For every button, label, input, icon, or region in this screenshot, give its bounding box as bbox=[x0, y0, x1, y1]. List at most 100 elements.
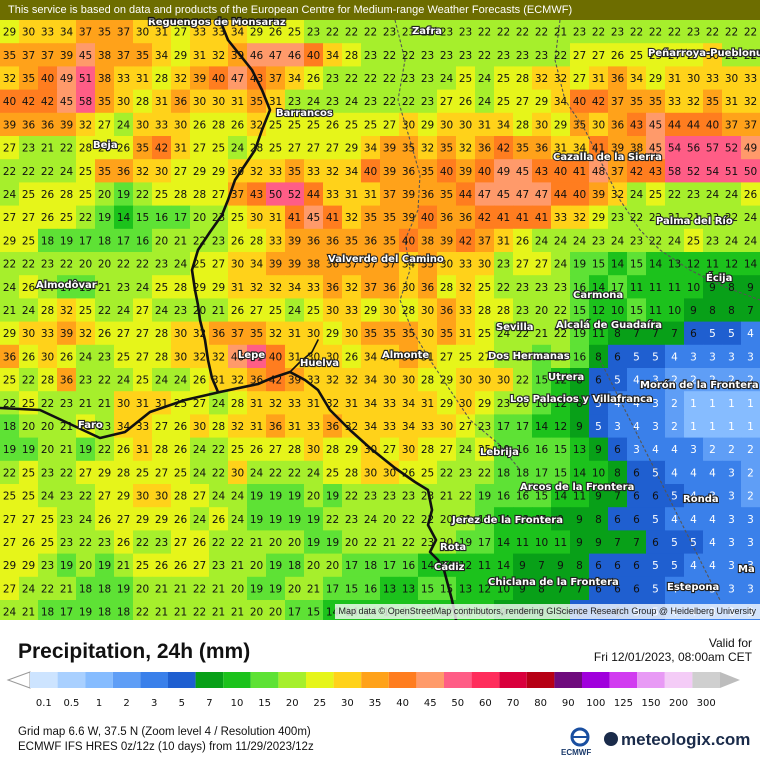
meteologix-brand[interactable]: meteologix.com bbox=[604, 730, 750, 750]
grid-value: 6 bbox=[633, 467, 640, 479]
grid-cell bbox=[665, 205, 685, 230]
grid-value: 45 bbox=[307, 212, 320, 224]
grid-cell bbox=[570, 391, 590, 415]
grid-value: 37 bbox=[269, 73, 282, 85]
grid-value: 22 bbox=[592, 27, 605, 39]
grid-cell bbox=[589, 414, 609, 439]
precipitation-map[interactable]: 29 30 33 34 37 35 37 30 31 27 33 33 34 29 26 25 23 22 22 22… bbox=[0, 0, 760, 620]
grid-value: 3 bbox=[652, 421, 659, 433]
grid-value: 20 bbox=[535, 305, 548, 317]
grid-value: 35 bbox=[364, 212, 377, 224]
grid-value: 38 bbox=[307, 259, 320, 271]
grid-value: 26 bbox=[402, 467, 416, 479]
grid-value: 16 bbox=[155, 212, 169, 224]
grid-cell bbox=[589, 205, 609, 230]
grid-value: 19 bbox=[478, 491, 491, 503]
grid-value: 28 bbox=[250, 143, 263, 155]
grid-cell bbox=[703, 112, 723, 137]
grid-cell bbox=[665, 228, 685, 253]
grid-cell bbox=[608, 136, 628, 160]
grid-value: 23 bbox=[60, 491, 73, 503]
grid-cell bbox=[741, 321, 760, 346]
grid-cell bbox=[266, 437, 286, 462]
grid-cell bbox=[0, 344, 20, 369]
grid-cell bbox=[38, 159, 58, 183]
grid-value: 23 bbox=[497, 259, 510, 271]
valid-for-label: Valid for bbox=[708, 636, 752, 650]
grid-value: 28 bbox=[155, 444, 168, 456]
grid-value: 19 bbox=[60, 235, 73, 247]
grid-cell bbox=[152, 228, 172, 253]
grid-value: 23 bbox=[79, 375, 92, 387]
grid-value: 5 bbox=[652, 560, 659, 572]
grid-cell bbox=[0, 159, 20, 183]
grid-cell bbox=[133, 228, 153, 253]
grid-value: 14 bbox=[117, 212, 131, 224]
grid-value: 23 bbox=[497, 398, 510, 410]
grid-value: 37 bbox=[478, 235, 491, 247]
grid-value: 5 bbox=[671, 560, 678, 572]
grid-value: 21 bbox=[174, 583, 187, 595]
grid-cell bbox=[361, 159, 381, 183]
grid-value: 27 bbox=[98, 491, 111, 503]
grid-value: 34 bbox=[288, 282, 302, 294]
grid-cell bbox=[646, 321, 666, 346]
grid-cell bbox=[722, 136, 742, 160]
grid-cell bbox=[741, 43, 760, 67]
grid-cell bbox=[399, 275, 419, 299]
grid-cell bbox=[380, 437, 400, 462]
scale-label: 7 bbox=[206, 698, 212, 709]
grid-value: 21 bbox=[383, 537, 396, 549]
grid-value: 27 bbox=[440, 96, 453, 108]
grid-cell bbox=[247, 298, 267, 323]
grid-value: 30 bbox=[345, 328, 358, 340]
grid-value: 38 bbox=[98, 50, 111, 62]
grid-cell bbox=[741, 228, 760, 253]
grid-cell bbox=[38, 20, 58, 44]
grid-value: 8 bbox=[576, 560, 583, 572]
scale-arrow-left bbox=[6, 671, 31, 689]
grid-value: 37 bbox=[611, 96, 624, 108]
grid-cell bbox=[228, 228, 248, 253]
grid-cell bbox=[247, 344, 267, 369]
grid-value: 31 bbox=[592, 73, 605, 85]
grid-value: 24 bbox=[231, 143, 245, 155]
grid-cell bbox=[57, 437, 77, 462]
grid-value: 33 bbox=[117, 73, 130, 85]
grid-cell bbox=[171, 136, 191, 160]
grid-value: 22 bbox=[516, 375, 529, 387]
grid-cell bbox=[418, 368, 438, 392]
grid-value: 27 bbox=[22, 514, 35, 526]
grid-cell bbox=[722, 344, 742, 369]
grid-value: 30 bbox=[250, 212, 263, 224]
grid-value: 22 bbox=[383, 73, 396, 85]
grid-cell bbox=[76, 414, 96, 439]
grid-cell bbox=[304, 321, 324, 346]
grid-cell bbox=[570, 252, 590, 276]
grid-cell bbox=[380, 20, 400, 44]
grid-cell bbox=[513, 321, 533, 346]
grid-value: 23 bbox=[326, 96, 339, 108]
grid-value: 18 bbox=[497, 467, 510, 479]
grid-cell bbox=[399, 20, 419, 44]
grid-cell bbox=[0, 321, 20, 346]
grid-cell bbox=[475, 182, 495, 207]
grid-value: 16 bbox=[497, 491, 511, 503]
grid-value: 39 bbox=[288, 375, 301, 387]
grid-cell bbox=[228, 136, 248, 160]
grid-cell bbox=[741, 136, 760, 160]
grid-value: 34 bbox=[364, 375, 378, 387]
grid-value: 23 bbox=[421, 73, 434, 85]
grid-value: 10 bbox=[535, 537, 548, 549]
grid-value: 28 bbox=[212, 119, 225, 131]
grid-cell bbox=[646, 182, 666, 207]
grid-value: 31 bbox=[155, 398, 168, 410]
grid-value: 23 bbox=[60, 514, 73, 526]
grid-value: 29 bbox=[535, 96, 548, 108]
grid-value: 17 bbox=[383, 560, 396, 572]
grid-cell bbox=[684, 182, 704, 207]
grid-cell bbox=[171, 159, 191, 183]
grid-value: 47 bbox=[478, 189, 491, 201]
grid-value: 9 bbox=[747, 282, 754, 294]
grid-cell bbox=[532, 66, 552, 91]
